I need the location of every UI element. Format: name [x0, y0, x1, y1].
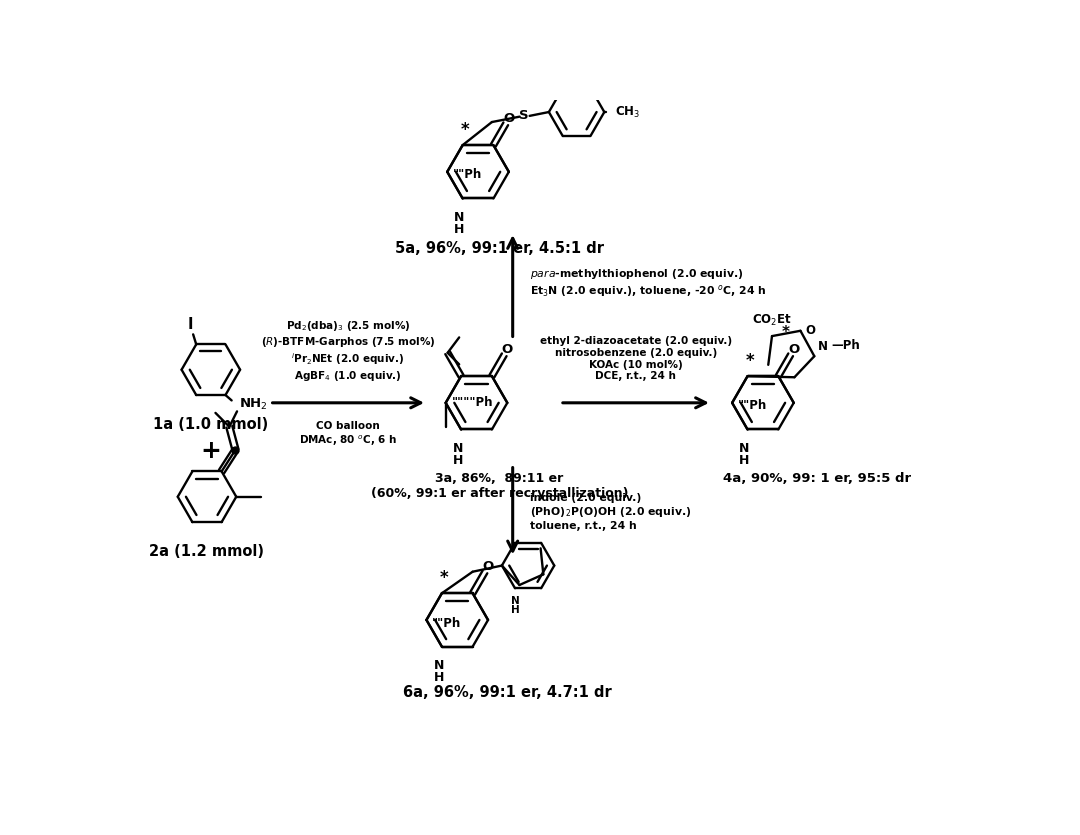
- Text: I: I: [188, 317, 193, 332]
- Text: Pd$_2$(dba)$_3$ (2.5 mol%)
($\it{R}$)-BTFM-Garphos (7.5 mol%)
$^i$Pr$_2$NEt (2.0: Pd$_2$(dba)$_3$ (2.5 mol%) ($\it{R}$)-BT…: [260, 319, 435, 382]
- Text: ethyl 2-diazoacetate (2.0 equiv.)
nitrosobenzene (2.0 equiv.)
KOAc (10 mol%)
DCE: ethyl 2-diazoacetate (2.0 equiv.) nitros…: [540, 337, 732, 382]
- Text: ""Ph: ""Ph: [453, 169, 482, 181]
- Text: NH$_2$: NH$_2$: [240, 397, 268, 412]
- Text: ""Ph: ""Ph: [738, 399, 767, 412]
- Text: N
H: N H: [455, 210, 464, 235]
- Text: CH$_3$: CH$_3$: [616, 104, 640, 119]
- Text: 4a, 90%, 99: 1 er, 95:5 dr: 4a, 90%, 99: 1 er, 95:5 dr: [723, 472, 910, 485]
- Text: O: O: [503, 112, 514, 125]
- Text: —Ph: —Ph: [832, 339, 860, 352]
- Text: N: N: [819, 340, 828, 353]
- Text: O: O: [788, 343, 799, 356]
- Text: ""Ph: ""Ph: [432, 616, 461, 630]
- Text: O: O: [483, 560, 494, 573]
- Text: 1a (1.0 mmol): 1a (1.0 mmol): [153, 418, 269, 433]
- Text: CO balloon
DMAc, 80 $^o$C, 6 h: CO balloon DMAc, 80 $^o$C, 6 h: [299, 422, 397, 448]
- Text: *: *: [461, 121, 470, 139]
- Text: N
H: N H: [453, 442, 463, 467]
- Text: 5a, 96%, 99:1 er, 4.5:1 dr: 5a, 96%, 99:1 er, 4.5:1 dr: [395, 241, 604, 256]
- Text: *: *: [745, 352, 754, 370]
- Text: S: S: [519, 109, 529, 123]
- Text: N
H: N H: [511, 596, 519, 615]
- Text: O: O: [805, 324, 815, 337]
- Text: N
H: N H: [740, 442, 750, 467]
- Text: *: *: [440, 569, 448, 587]
- Text: $\it{para}$-methylthiophenol (2.0 equiv.)
Et$_3$N (2.0 equiv.), toluene, -20 $^o: $\it{para}$-methylthiophenol (2.0 equiv.…: [530, 266, 767, 299]
- Text: N
H: N H: [433, 659, 444, 684]
- Text: 2a (1.2 mmol): 2a (1.2 mmol): [149, 544, 265, 559]
- Text: O: O: [502, 343, 513, 356]
- Text: """"Ph: """"Ph: [451, 397, 494, 409]
- Text: 3a, 86%,  89:11 er
(60%, 99:1 er after recrystallization): 3a, 86%, 89:11 er (60%, 99:1 er after re…: [370, 472, 629, 500]
- Text: indole (2.0 equiv.)
(PhO)$_2$P(O)OH (2.0 equiv.)
toluene, r.t., 24 h: indole (2.0 equiv.) (PhO)$_2$P(O)OH (2.0…: [530, 493, 691, 531]
- Text: *: *: [782, 325, 789, 340]
- Text: +: +: [201, 438, 221, 463]
- Text: CO$_2$Et: CO$_2$Et: [752, 313, 792, 328]
- Text: 6a, 96%, 99:1 er, 4.7:1 dr: 6a, 96%, 99:1 er, 4.7:1 dr: [403, 686, 611, 701]
